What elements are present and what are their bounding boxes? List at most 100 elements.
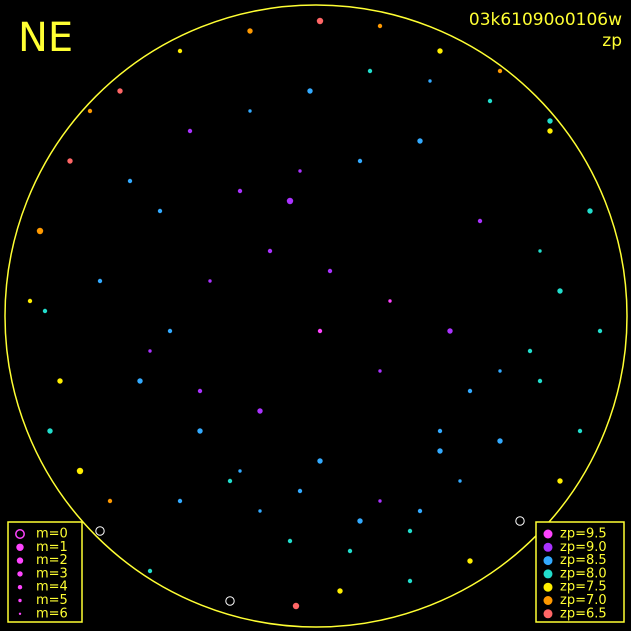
star [527, 348, 533, 354]
star [557, 478, 563, 484]
star [267, 248, 273, 254]
zp-legend-label: zp=9.5 [560, 527, 607, 542]
zp-legend-label: zp=9.0 [560, 540, 607, 555]
zp-legend-label: zp=6.5 [560, 606, 607, 621]
star [292, 602, 300, 610]
star [317, 458, 323, 464]
star [417, 138, 423, 144]
star [378, 499, 382, 503]
star [87, 108, 93, 114]
star [487, 98, 493, 104]
star [547, 118, 553, 124]
zp-legend-marker [543, 596, 553, 605]
star [337, 588, 343, 594]
star [67, 158, 73, 164]
magnitude-legend-label: m=4 [36, 580, 68, 595]
star [137, 378, 143, 384]
magnitude-legend-label: m=6 [36, 606, 68, 621]
star [498, 369, 502, 373]
horizon [4, 4, 628, 628]
magnitude-legend-marker [15, 529, 25, 539]
star [407, 578, 413, 584]
star [467, 388, 473, 394]
star [307, 88, 313, 94]
star [47, 428, 53, 434]
star [428, 79, 432, 83]
magnitude-legend-marker [17, 585, 23, 590]
star [237, 188, 243, 194]
star [208, 279, 212, 283]
star [316, 17, 324, 25]
star [577, 428, 583, 434]
star [76, 467, 84, 475]
star [177, 498, 183, 504]
magnitude-legend-label: m=3 [36, 566, 68, 581]
star [167, 328, 173, 334]
magnitude-legend-marker [18, 612, 22, 615]
star [437, 448, 443, 454]
star [447, 328, 453, 334]
star [148, 349, 152, 353]
star [597, 328, 603, 334]
star [377, 23, 383, 29]
star [557, 288, 563, 294]
star [587, 208, 593, 214]
star [388, 299, 392, 303]
star [297, 488, 303, 494]
star [357, 158, 363, 164]
star [458, 479, 462, 483]
star [417, 508, 423, 514]
star [97, 278, 103, 284]
star [147, 568, 153, 574]
zp-legend-marker [543, 542, 553, 552]
star [27, 298, 33, 304]
magnitude-legend-marker [16, 557, 24, 564]
star [537, 378, 543, 384]
zp-legend-marker [543, 569, 553, 579]
chart-title: 03k61090o0106w [469, 10, 622, 30]
star [258, 509, 262, 513]
legends: m=0m=1m=2m=3m=4m=5m=6zp=9.5zp=9.0zp=8.5z… [15, 527, 607, 621]
star [317, 328, 323, 334]
star [95, 526, 105, 536]
star [407, 528, 413, 534]
magnitude-legend-label: m=1 [36, 540, 68, 555]
star [437, 428, 443, 434]
star [127, 178, 133, 184]
star [42, 308, 48, 314]
magnitude-legend-marker [18, 598, 22, 603]
star [238, 469, 242, 473]
zp-legend-marker [543, 556, 553, 566]
zp-legend-label: zp=8.5 [560, 553, 607, 568]
star [197, 428, 203, 434]
zp-legend-label: zp=7.5 [560, 580, 607, 595]
star [57, 378, 63, 384]
magnitude-legend-marker [17, 571, 23, 577]
star [477, 218, 483, 224]
star [467, 558, 473, 564]
magnitude-legend-marker [16, 543, 24, 551]
chart-subtitle: zp [602, 31, 622, 51]
zp-legend-label: zp=8.0 [560, 566, 607, 581]
star [227, 478, 233, 484]
star [367, 68, 373, 74]
star [378, 369, 382, 373]
zp-legend-marker [543, 582, 553, 592]
star [187, 128, 193, 134]
star [197, 388, 203, 394]
star [247, 28, 253, 34]
star [257, 408, 263, 414]
magnitude-legend-label: m=0 [36, 527, 68, 542]
star [327, 268, 333, 274]
star [287, 538, 293, 544]
zp-legend-marker [543, 529, 553, 539]
stars [27, 17, 603, 610]
star [497, 68, 503, 74]
star [177, 48, 183, 54]
star [157, 208, 163, 214]
magnitude-legend-label: m=5 [36, 593, 68, 608]
star [36, 227, 44, 235]
star [547, 128, 553, 134]
